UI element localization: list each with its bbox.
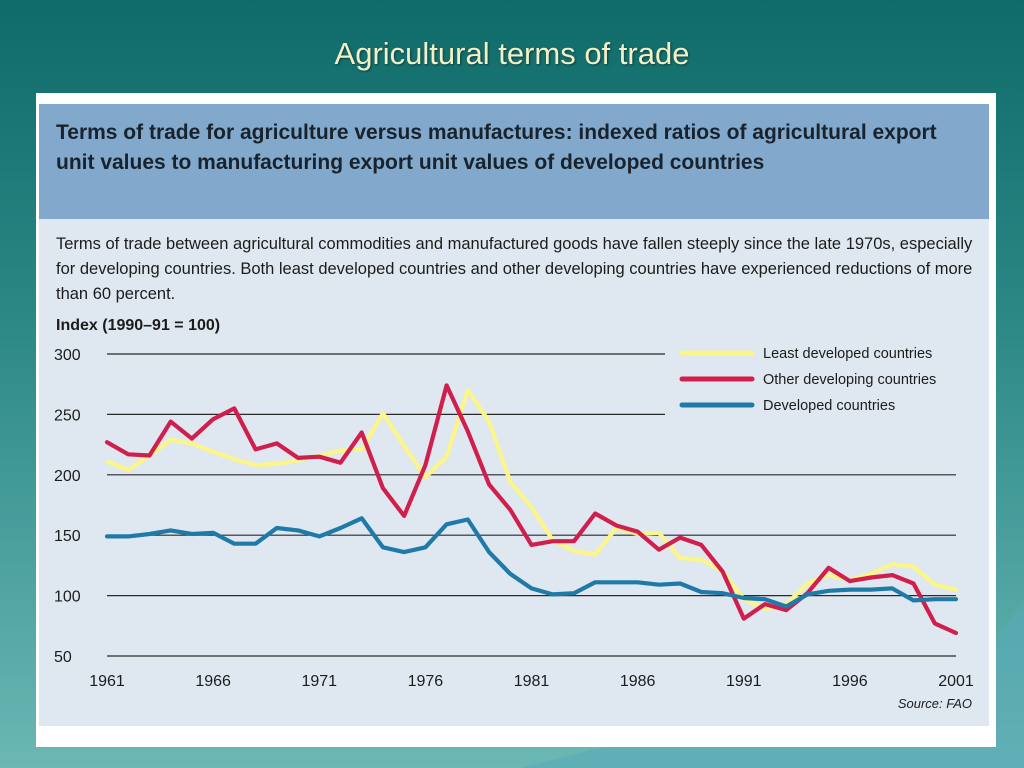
y-tick-label: 150 [54, 528, 81, 545]
y-tick-label: 300 [54, 347, 81, 364]
x-tick-label: 1971 [301, 673, 337, 690]
x-tick-label: 1961 [89, 673, 125, 690]
x-tick-label: 1991 [726, 673, 762, 690]
y-tick-label: 250 [54, 407, 81, 424]
least-developed-countries-line [104, 388, 959, 611]
figure-panel: Terms of trade for agriculture versus ma… [39, 104, 989, 726]
figure-title: Terms of trade for agriculture versus ma… [56, 121, 937, 174]
figure-frame: Terms of trade for agriculture versus ma… [36, 93, 996, 747]
other-developing-countries-line [104, 383, 959, 636]
developed-countries-line [104, 516, 959, 609]
x-tick-label: 1996 [832, 673, 868, 690]
x-tick-label: 1976 [408, 673, 444, 690]
legend-label: Least developed countries [763, 346, 932, 362]
x-tick-label: 1981 [514, 673, 550, 690]
source-note: Source: FAO [898, 696, 972, 711]
figure-header: Terms of trade for agriculture versus ma… [39, 104, 989, 219]
y-axis-title: Index (1990–91 = 100) [56, 317, 220, 334]
legend-label: Other developing countries [763, 372, 936, 388]
y-tick-label: 200 [54, 468, 81, 485]
line-chart: Index (1990–91 = 100) 50 100 150 200 250 300 19… [54, 317, 974, 711]
x-tick-label: 1986 [620, 673, 656, 690]
slide-title: Agricultural terms of trade [334, 36, 690, 71]
legend-label: Developed countries [763, 398, 895, 414]
y-tick-label: 50 [54, 649, 72, 666]
figure-description: Terms of trade between agricultural comm… [56, 235, 973, 303]
y-tick-label: 100 [54, 589, 81, 606]
x-tick-label: 1966 [195, 673, 231, 690]
x-tick-label: 2001 [938, 673, 974, 690]
